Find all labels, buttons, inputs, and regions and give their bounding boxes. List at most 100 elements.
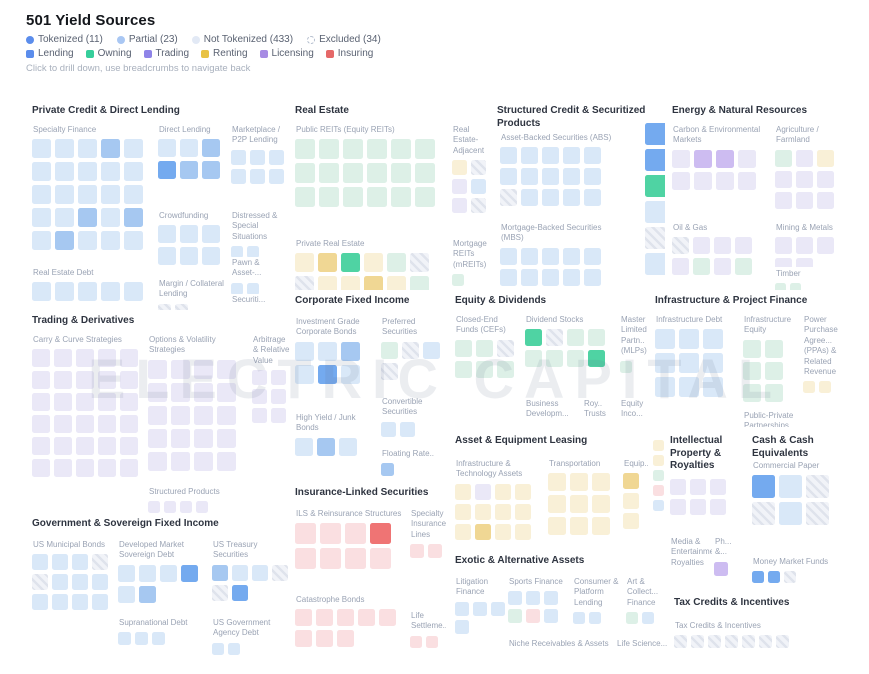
yield-source-tile[interactable] [55,282,74,302]
yield-source-tile[interactable] [515,523,531,540]
group-niche-receivables[interactable]: Niche Receivables & Assets [508,639,623,657]
group-private-real-estate[interactable]: Private Real Estate [295,239,450,290]
yield-source-tile[interactable] [247,282,259,294]
group-specialty-insurance-lines[interactable]: Specialty Insurance Lines [410,509,446,593]
yield-source-tile[interactable] [76,371,94,390]
group-real-estate-adjacent[interactable]: Real Estate-Adjacent [452,125,490,237]
yield-source-tile[interactable] [708,635,721,649]
yield-source-tile[interactable] [620,360,632,373]
yield-source-tile[interactable] [776,635,789,649]
group-infrastructure-technology-assets[interactable]: Infrastructure & Technology Assets [455,459,547,549]
yield-source-tile[interactable] [670,479,686,495]
yield-source-tile[interactable] [78,231,97,251]
group-oil-gas[interactable]: Oil & Gas [672,223,768,289]
yield-source-tile[interactable] [542,189,559,207]
yield-source-tile[interactable] [508,609,522,624]
yield-source-tile[interactable] [623,493,639,510]
yield-source-tile[interactable] [32,185,51,205]
yield-source-tile[interactable] [817,237,834,255]
yield-source-tile[interactable] [452,198,467,214]
yield-source-tile[interactable] [231,282,243,294]
group-closed-end-funds[interactable]: Closed-End Funds (CEFs) [455,315,519,427]
yield-source-tile[interactable] [693,237,710,255]
yield-source-tile[interactable] [415,187,435,208]
yield-source-tile[interactable] [135,632,148,646]
group-investment-grade-corporate[interactable]: Investment Grade Corporate Bonds [295,317,377,411]
yield-source-tile[interactable] [623,473,639,490]
yield-source-tile[interactable] [139,585,156,603]
group-infrastructure-debt[interactable]: Infrastructure Debt [655,315,740,427]
yield-source-tile[interactable] [452,274,464,287]
yield-source-tile[interactable] [367,163,387,184]
yield-source-tile[interactable] [759,635,772,649]
yield-source-tile[interactable] [743,383,761,402]
yield-source-tile[interactable] [158,161,176,180]
yield-source-tile[interactable] [694,171,712,190]
yield-source-tile[interactable] [194,428,213,448]
yield-source-tile[interactable] [341,341,360,361]
group-agriculture-farmland[interactable]: Agriculture / Farmland [775,125,840,221]
group-preferred-securities[interactable]: Preferred Securities [381,317,446,395]
yield-source-tile[interactable] [645,175,665,197]
yield-source-tile[interactable] [542,147,559,165]
yield-source-tile[interactable] [194,359,213,379]
yield-source-tile[interactable] [158,225,176,244]
yield-source-tile[interactable] [455,360,472,378]
yield-source-tile[interactable] [645,149,665,171]
yield-source-tile[interactable] [232,584,248,601]
yield-source-tile[interactable] [819,381,831,394]
yield-source-tile[interactable] [152,632,165,646]
yield-source-tile[interactable] [714,237,731,255]
yield-source-tile[interactable] [32,594,48,611]
yield-source-tile[interactable] [120,415,138,434]
yield-source-tile[interactable] [76,459,94,478]
yield-source-tile[interactable] [473,601,487,616]
yield-source-tile[interactable] [120,349,138,368]
yield-source-tile[interactable] [370,548,391,570]
yield-source-tile[interactable] [752,475,775,499]
yield-source-tile[interactable] [775,237,792,255]
yield-source-tile[interactable] [738,171,756,190]
yield-source-tile[interactable] [339,437,357,456]
yield-source-tile[interactable] [101,162,120,182]
yield-source-tile[interactable] [500,247,517,265]
yield-source-tile[interactable] [217,405,236,425]
yield-source-tile[interactable] [55,185,74,205]
yield-source-tile[interactable] [765,383,783,402]
yield-source-tile[interactable] [78,208,97,228]
group-floating-rate[interactable]: Floating Rate.. [381,449,446,479]
group-carbon-markets[interactable]: Carbon & Environmental Markets [672,125,768,221]
yield-source-tile[interactable] [295,187,315,208]
yield-source-tile[interactable] [426,635,438,648]
yield-source-tile[interactable] [563,247,580,265]
yield-source-tile[interactable] [78,139,97,159]
yield-source-tile[interactable] [655,329,675,350]
yield-source-tile[interactable] [120,459,138,478]
yield-source-tile[interactable] [779,475,802,499]
yield-source-tile[interactable] [202,247,220,266]
yield-source-tile[interactable] [803,381,815,394]
yield-source-tile[interactable] [387,253,406,273]
group-convertible-securities[interactable]: Convertible Securities [381,397,446,447]
yield-source-tile[interactable] [573,612,585,625]
yield-source-tile[interactable] [148,382,167,402]
yield-source-tile[interactable] [679,353,699,374]
yield-source-tile[interactable] [180,501,192,513]
group-direct-lending[interactable]: Direct Lending [158,125,230,211]
yield-source-tile[interactable] [387,276,406,290]
group-money-market-funds[interactable]: Money Market Funds [752,557,840,591]
yield-source-tile[interactable] [592,473,610,492]
yield-source-tile[interactable] [148,359,167,379]
yield-source-tile[interactable] [626,612,638,625]
yield-source-tile[interactable] [768,571,780,584]
yield-source-tile[interactable] [101,282,120,302]
group-crowdfunding[interactable]: Crowdfunding [158,211,230,277]
yield-source-tile[interactable] [475,483,491,500]
group-consumer-platform-lending[interactable]: Consumer & Platform Lending [573,577,623,639]
yield-source-tile[interactable] [410,544,424,559]
yield-source-tile[interactable] [817,191,834,209]
yield-source-tile[interactable] [98,371,116,390]
yield-source-tile[interactable] [98,393,116,412]
yield-source-tile[interactable] [672,171,690,190]
group-mortgage-backed-securities[interactable]: Mortgage-Backed Securities (MBS) [500,223,615,290]
